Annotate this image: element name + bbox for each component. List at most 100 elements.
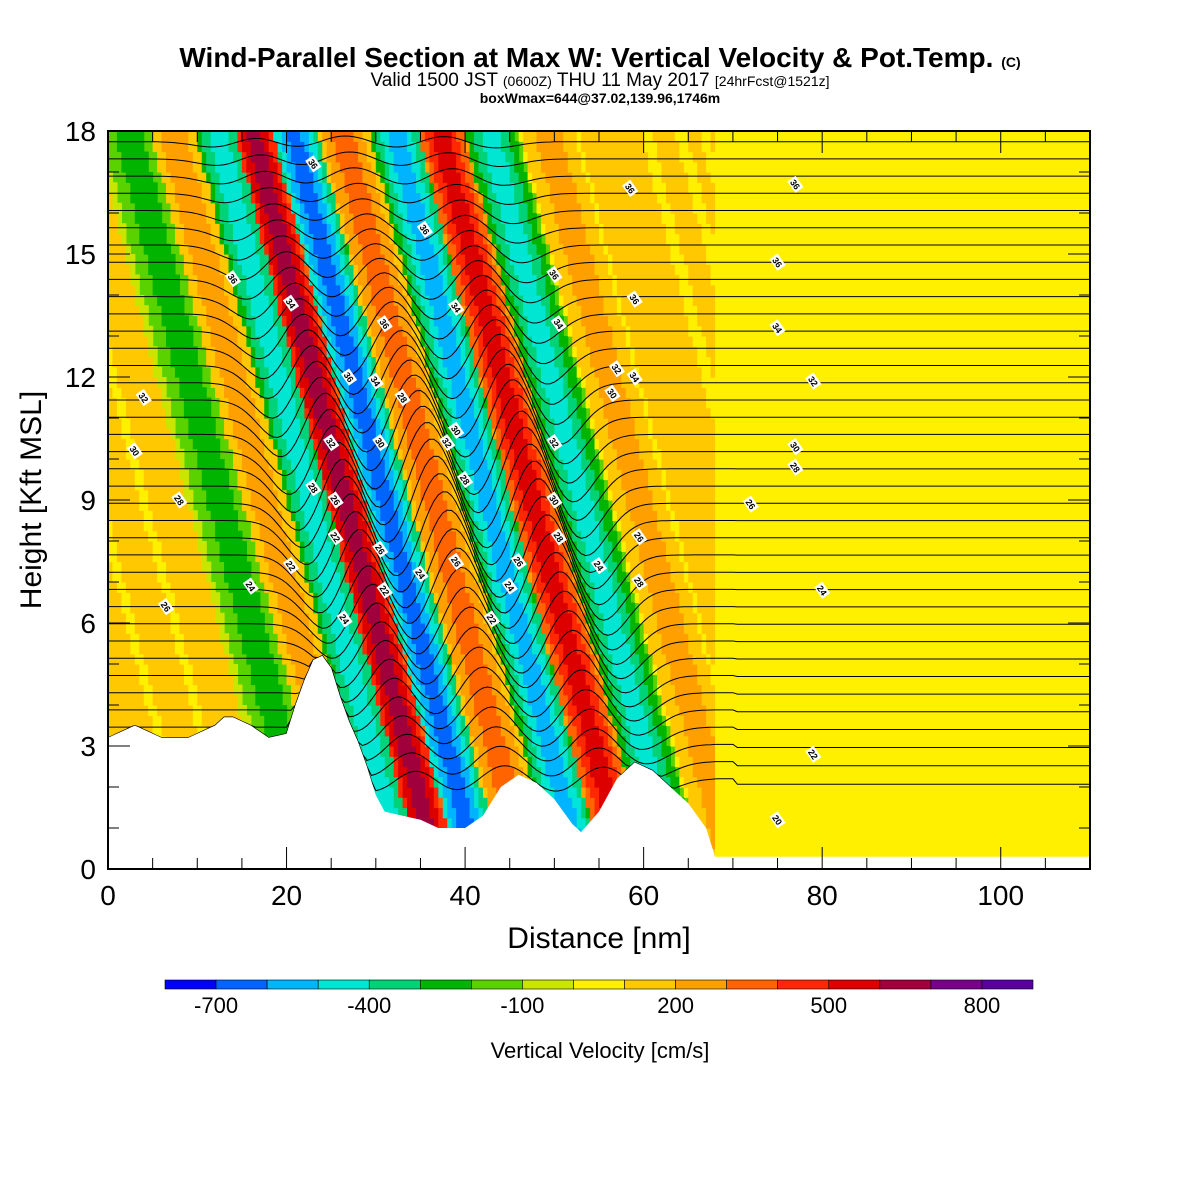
velocity-cell <box>581 151 587 173</box>
velocity-cell <box>380 705 386 727</box>
velocity-cell <box>523 202 529 235</box>
velocity-cell <box>451 807 457 829</box>
velocity-cell <box>420 541 426 552</box>
velocity-cell <box>273 438 279 450</box>
velocity-cell <box>277 213 283 276</box>
velocity-cell <box>710 377 716 419</box>
velocity-cell <box>255 520 261 563</box>
velocity-cell <box>424 366 430 388</box>
velocity-cell <box>465 766 471 798</box>
velocity-cell <box>576 602 582 624</box>
velocity-cell <box>326 541 332 614</box>
velocity-cell <box>478 510 484 532</box>
theta-label-text: 26 <box>449 555 463 569</box>
velocity-cell <box>371 489 377 511</box>
velocity-cell <box>679 161 685 255</box>
velocity-cell <box>259 346 265 378</box>
velocity-cell <box>429 131 435 163</box>
velocity-cell <box>415 602 422 665</box>
velocity-cell <box>447 131 453 204</box>
velocity-cell <box>398 407 404 450</box>
velocity-cell <box>465 182 471 204</box>
theta-label-text: 30 <box>449 424 463 438</box>
velocity-cell <box>170 182 176 224</box>
velocity-cell <box>692 664 698 778</box>
velocity-cell <box>518 715 524 737</box>
velocity-cell <box>487 131 493 173</box>
velocity-cell <box>451 715 457 747</box>
velocity-cell <box>630 633 636 665</box>
velocity-cell <box>674 141 680 235</box>
theta-label-text: 24 <box>413 567 427 581</box>
velocity-cell <box>415 284 422 306</box>
velocity-cell <box>567 766 573 798</box>
velocity-cell <box>277 131 283 153</box>
velocity-cell <box>375 602 381 665</box>
velocity-cell <box>978 131 984 869</box>
theta-label-box <box>631 528 648 546</box>
velocity-cell <box>585 684 591 757</box>
velocity-cell <box>362 612 368 634</box>
velocity-cell <box>540 274 547 306</box>
velocity-cell <box>688 582 694 593</box>
velocity-cell <box>509 336 515 358</box>
velocity-cell <box>585 756 591 788</box>
velocity-cell <box>482 223 489 245</box>
velocity-cell <box>532 469 538 542</box>
velocity-cell <box>389 202 395 224</box>
velocity-cell <box>326 161 332 183</box>
velocity-cell <box>415 192 422 255</box>
velocity-cell <box>219 459 225 563</box>
velocity-cell <box>447 602 453 645</box>
velocity-cell <box>415 735 422 757</box>
velocity-cell <box>482 746 489 788</box>
theta-label-box <box>550 528 567 546</box>
velocity-cell <box>487 366 493 388</box>
velocity-cell <box>353 131 359 142</box>
velocity-cell <box>1005 131 1011 869</box>
velocity-cell <box>371 305 377 337</box>
velocity-cell <box>393 448 399 470</box>
velocity-cell <box>197 131 203 153</box>
velocity-cell <box>576 202 582 306</box>
theta-label-box <box>439 433 456 452</box>
velocity-cell <box>558 725 564 757</box>
velocity-cell <box>286 653 292 686</box>
theta-contour-line <box>108 646 1090 708</box>
velocity-cell <box>960 131 966 869</box>
velocity-cell <box>411 582 417 645</box>
velocity-cell <box>295 346 301 368</box>
velocity-cell <box>362 551 368 614</box>
velocity-cell <box>545 325 551 399</box>
velocity-cell <box>344 315 350 378</box>
theta-label: 26 <box>631 528 648 546</box>
velocity-cell <box>509 356 515 388</box>
velocity-cell <box>130 469 136 614</box>
velocity-cell <box>532 653 538 716</box>
velocity-cell <box>545 182 551 245</box>
velocity-cell <box>442 295 448 368</box>
theta-label-box <box>787 438 804 456</box>
velocity-cell <box>407 674 413 686</box>
velocity-cell <box>424 612 430 634</box>
velocity-cell <box>228 223 234 255</box>
velocity-cell <box>197 151 203 183</box>
velocity-cell <box>349 633 355 706</box>
theta-label-text: 34 <box>627 370 641 384</box>
theta-label: 22 <box>483 610 501 628</box>
velocity-cell <box>438 223 444 245</box>
velocity-cell <box>344 612 350 686</box>
velocity-cell <box>264 131 270 153</box>
velocity-cell <box>657 469 663 532</box>
velocity-cell <box>237 530 243 634</box>
velocity-cell <box>286 346 292 378</box>
velocity-cell <box>674 705 680 757</box>
velocity-cell <box>313 448 319 460</box>
chart-title: Wind-Parallel Section at Max W: Vertical… <box>179 42 1021 73</box>
terrain <box>108 655 1090 869</box>
velocity-cell <box>179 223 185 255</box>
velocity-cell <box>567 561 573 593</box>
velocity-cell <box>183 500 189 655</box>
velocity-cell <box>576 418 582 450</box>
velocity-cell <box>500 131 506 153</box>
